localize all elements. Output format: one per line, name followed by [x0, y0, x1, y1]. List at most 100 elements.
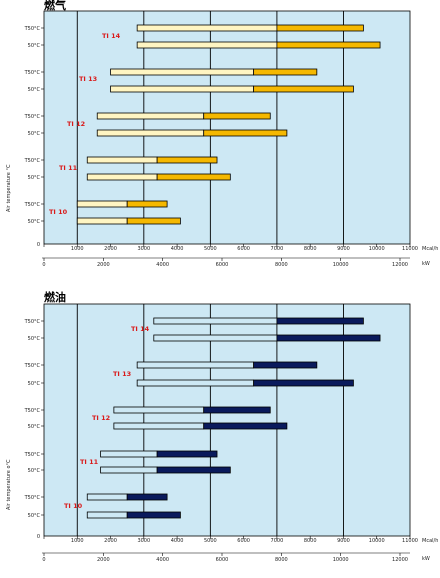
- chart2-x-tick-label: 10000: [369, 538, 385, 544]
- chart1-model-label: TI 11: [59, 164, 78, 172]
- chart1-kw-tick-label: 8000: [275, 262, 288, 268]
- chart2-x-tick-label: 8000: [304, 538, 317, 544]
- chart1-bar-low-stage: [76, 217, 128, 225]
- chart2-bar-low-stage: [136, 361, 255, 369]
- chart1-kw-tick-label: 4000: [156, 262, 169, 268]
- chart1-x-tick-label: 1000: [71, 246, 84, 252]
- chart1-x-tick-label: 7000: [271, 246, 284, 252]
- chart1-kw-tick-label: 12000: [392, 262, 408, 268]
- chart1-x-tick-label: 11000: [402, 246, 418, 252]
- chart2-title: 燃油: [43, 290, 66, 304]
- chart1-temp-label: T50°C: [24, 158, 41, 164]
- chart2-model-label: TI 14: [131, 325, 150, 333]
- chart2-x-tick-label: 11000: [402, 538, 418, 544]
- chart1-bar-low-stage: [110, 85, 255, 93]
- chart1-bar-high-stage: [126, 217, 181, 225]
- chart2-bar-low-stage: [86, 493, 128, 501]
- chart1-x-tick-label: 2000: [104, 246, 117, 252]
- chart1-temp-label: 50°C: [28, 43, 41, 49]
- chart1-kw-tick-label: 2000: [97, 262, 110, 268]
- chart2-x-unit-top: Mcal/h: [422, 538, 438, 544]
- chart2-x-tick-label: 9000: [337, 538, 350, 544]
- chart2-x-unit-bottom: kW: [422, 556, 430, 562]
- chart2-bar-low-stage: [86, 511, 128, 519]
- chart2-x-tick-label: 6000: [237, 538, 250, 544]
- chart2-temp-label: T50°C: [24, 495, 41, 501]
- chart1-temp-label: T50°C: [24, 114, 41, 120]
- chart1-y-axis-label: Air temperature °C: [6, 164, 12, 212]
- chart2-x-tick-label: 2000: [104, 538, 117, 544]
- chart1-x-unit-bottom: kW: [422, 261, 430, 267]
- chart1-bar-high-stage: [126, 200, 168, 208]
- chart1-temp-label: 50°C: [28, 175, 41, 181]
- chart2-x-tick-label: 1000: [71, 538, 84, 544]
- chart2-bar-low-stage: [100, 450, 158, 458]
- chart1-bar-low-stage: [96, 129, 205, 137]
- chart2-bar-low-stage: [153, 317, 278, 325]
- chart1-bar-low-stage: [86, 173, 158, 181]
- chart2-kw-tick-label: 12000: [392, 557, 408, 563]
- chart2-x-tick-label: 7000: [271, 538, 284, 544]
- chart2-bar-high-stage: [203, 406, 271, 414]
- chart2-bar-low-stage: [153, 334, 278, 342]
- chart2-model-label: TI 10: [64, 502, 83, 510]
- chart1-temp-label: T50°C: [24, 70, 41, 76]
- chart2-bar-high-stage: [126, 511, 181, 519]
- chart2-y-zero-label: 0: [37, 534, 40, 540]
- chart1-x-tick-label: 3000: [137, 246, 150, 252]
- chart2-y-axis-label: Air temperature o°C: [6, 459, 12, 510]
- chart2-temp-label: 50°C: [28, 513, 41, 519]
- chart2-x-tick-label: 3000: [137, 538, 150, 544]
- chart1-bar-high-stage: [203, 112, 271, 120]
- chart2-kw-tick-label: 0: [42, 557, 45, 563]
- chart1-model-label: TI 10: [49, 208, 68, 216]
- chart1-kw-tick-label: 0: [42, 262, 45, 268]
- chart2-kw-tick-label: 6000: [216, 557, 229, 563]
- chart1-model-label: TI 14: [102, 32, 121, 40]
- chart2-temp-label: 50°C: [28, 424, 41, 430]
- chart1-temp-label: 50°C: [28, 219, 41, 225]
- chart1-bar-high-stage: [203, 129, 288, 137]
- chart2-bar-low-stage: [136, 379, 255, 387]
- chart2-model-label: TI 12: [92, 414, 110, 422]
- chart1-x-tick-label: 10000: [369, 246, 385, 252]
- chart2-bar-high-stage: [253, 361, 318, 369]
- chart2-temp-label: 50°C: [28, 468, 41, 474]
- chart1-x-tick-label: 5000: [204, 246, 217, 252]
- chart1-kw-tick-label: 6000: [216, 262, 229, 268]
- chart1-kw-tick-label: 10000: [333, 262, 349, 268]
- chart2-x-tick-label: 5000: [204, 538, 217, 544]
- chart2-bar-high-stage: [156, 450, 218, 458]
- chart2-temp-label: T50°C: [24, 319, 41, 325]
- chart1-x-tick-label: 8000: [304, 246, 317, 252]
- chart2-bar-high-stage: [156, 466, 231, 474]
- chart1-bar-high-stage: [276, 24, 364, 32]
- chart2-temp-label: 50°C: [28, 381, 41, 387]
- chart1-x-unit-top: Mcal/h: [422, 246, 438, 252]
- chart1-temp-label: T50°C: [24, 202, 41, 208]
- chart1-bar-low-stage: [76, 200, 128, 208]
- chart1-y-zero-label: 0: [37, 242, 40, 248]
- chart2-temp-label: T50°C: [24, 363, 41, 369]
- chart2-kw-tick-label: 8000: [275, 557, 288, 563]
- chart2-bar-high-stage: [276, 334, 381, 342]
- chart1-bar-low-stage: [86, 156, 158, 164]
- chart2-bar-high-stage: [253, 379, 354, 387]
- chart2-bar-high-stage: [126, 493, 168, 501]
- chart1-x-tick-label: 9000: [337, 246, 350, 252]
- chart2-x-tick-label: 4000: [171, 538, 184, 544]
- chart2-bar-low-stage: [100, 466, 158, 474]
- chart2-kw-tick-label: 4000: [156, 557, 169, 563]
- chart1-x-tick-label: 4000: [171, 246, 184, 252]
- chart1-x-tick-label: 6000: [237, 246, 250, 252]
- chart1-bar-high-stage: [156, 173, 231, 181]
- chart1-temp-label: T50°C: [24, 26, 41, 32]
- chart1-bar-high-stage: [156, 156, 218, 164]
- chart1-bar-low-stage: [136, 41, 278, 49]
- chart1-bar-low-stage: [96, 112, 205, 120]
- chart2-temp-label: T50°C: [24, 408, 41, 414]
- chart2-bar-high-stage: [276, 317, 364, 325]
- chart2-temp-label: T50°C: [24, 452, 41, 458]
- chart2-kw-tick-label: 2000: [97, 557, 110, 563]
